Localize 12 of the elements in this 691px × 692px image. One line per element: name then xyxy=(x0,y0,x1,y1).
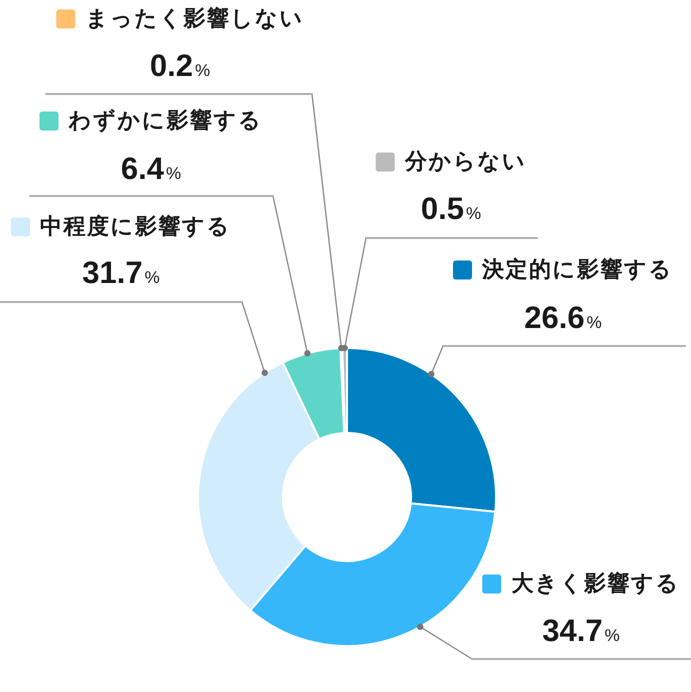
legend-label: まったく影響しない xyxy=(85,6,304,32)
data-label: 0.2% xyxy=(150,48,210,83)
legend-label: 中程度に影響する xyxy=(40,214,231,240)
data-label: 34.7% xyxy=(542,613,620,648)
data-label: 31.7% xyxy=(82,255,160,290)
legend-label: わずかに影響する xyxy=(68,108,262,134)
data-label: 26.6% xyxy=(524,300,602,335)
legend-label: 大きく影響する xyxy=(511,570,680,597)
data-label: 6.4% xyxy=(120,151,182,186)
legend-label: 決定的に影響する xyxy=(481,256,673,283)
data-label: 0.5% xyxy=(420,191,482,226)
legend-label: 分からない xyxy=(404,150,526,175)
